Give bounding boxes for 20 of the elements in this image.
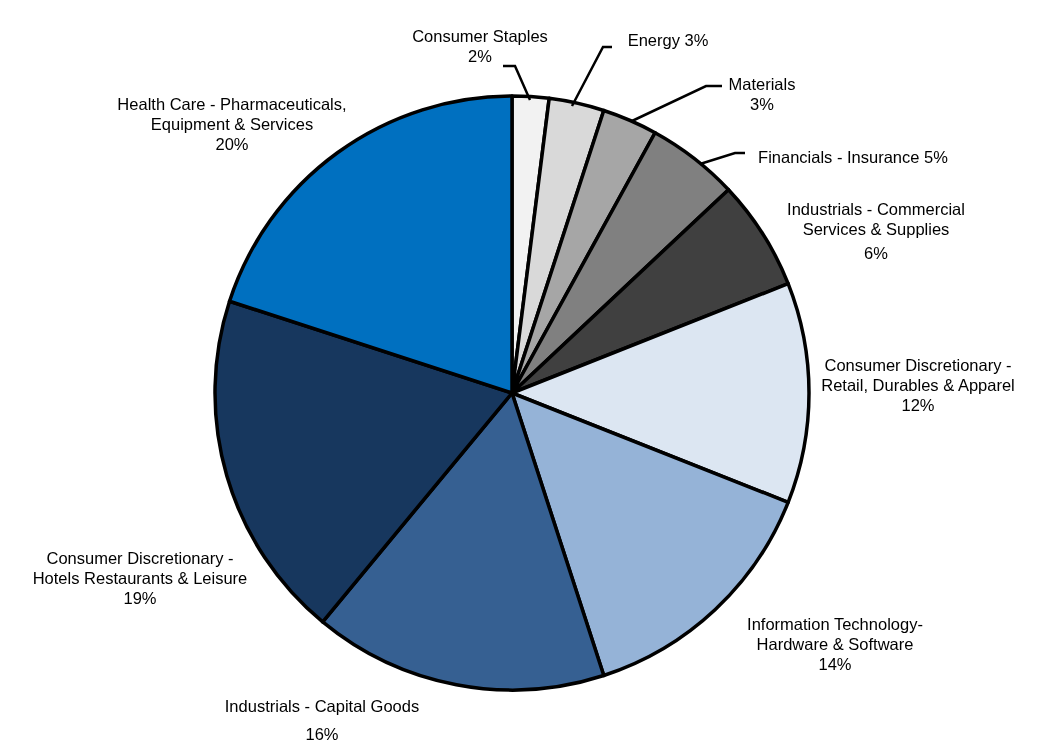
slice-label: Financials - Insurance [758,148,920,166]
slice-label: Consumer Discretionary - Hotels Restaurants & Leisure [32,549,248,587]
data-label: 20% [215,135,249,153]
data-label: 16% [305,725,339,740]
slice-label: Consumer Discretionary - Retail, Durables & Apparel [821,356,1015,394]
data-label: 3% [750,95,775,113]
slice-label: Materials [728,75,796,93]
data-label: 2% [468,47,493,65]
slice-label: Industrials - Commercial Services & Supplies [787,200,965,238]
slice-label: Health Care - Pharmaceuticals, Equipment & Services [117,95,347,133]
data-label: 5% [924,148,948,166]
data-label: 14% [818,655,852,673]
slice-label: Consumer Staples [412,27,548,45]
data-label: 12% [901,396,935,414]
slice-label: Energy [627,31,680,49]
data-label: 19% [123,589,157,607]
slice-label: Industrials - Capital Goods [224,697,420,715]
slice-label: Information Technology- Hardware & Software [747,615,923,653]
data-label: 6% [864,244,889,262]
data-label: 3% [684,31,709,49]
